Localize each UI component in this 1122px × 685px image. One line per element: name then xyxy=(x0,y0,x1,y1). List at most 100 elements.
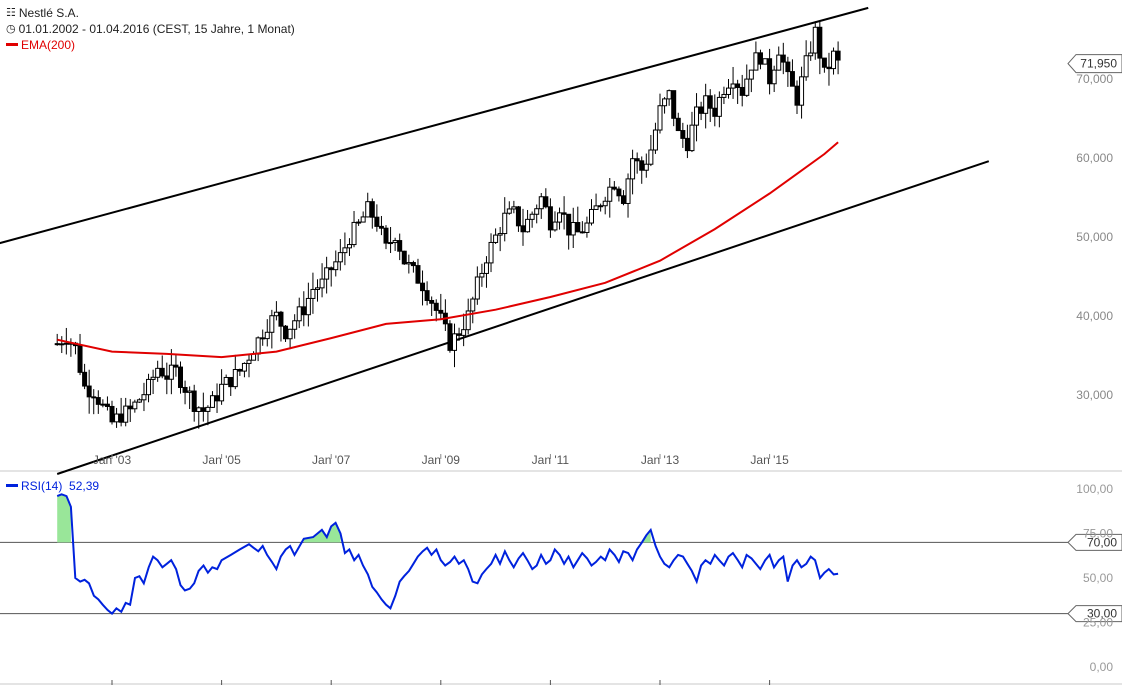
candle-body xyxy=(388,242,394,245)
rsi-y-tick-label: 50,00 xyxy=(1083,571,1113,585)
candle-body xyxy=(803,55,809,78)
legend-ema[interactable]: EMA(200) xyxy=(6,37,75,52)
candle-body xyxy=(447,323,453,351)
candle-body xyxy=(100,403,106,406)
candle-body xyxy=(461,329,467,336)
rsi-swatch xyxy=(6,484,18,488)
candle-body xyxy=(456,333,462,336)
candle-body xyxy=(634,158,640,162)
candle-body xyxy=(785,61,791,73)
candle-body xyxy=(703,95,709,114)
candle-body xyxy=(59,343,65,346)
candle-body xyxy=(584,222,590,233)
x-tick-label: Jan '05 xyxy=(202,453,241,467)
candle-body xyxy=(401,250,407,265)
candle-body xyxy=(86,385,92,398)
candle-body xyxy=(104,403,110,407)
x-tick-label: Jan '07 xyxy=(312,453,351,467)
candle-body xyxy=(141,394,147,401)
candle-body xyxy=(488,241,494,264)
candle-body xyxy=(397,240,403,252)
candle-body xyxy=(506,208,512,214)
x-tick-label: Jan '13 xyxy=(641,453,680,467)
legend-range: ◷ 01.01.2002 - 01.04.2016 (CEST, 15 Jahre… xyxy=(6,21,295,36)
candle-body xyxy=(301,306,307,316)
candle-body xyxy=(502,212,508,235)
candle-body xyxy=(753,52,759,71)
candle-body xyxy=(771,69,777,85)
candle-body xyxy=(529,213,535,220)
rsi-overbought-fill xyxy=(57,494,71,543)
candle-body xyxy=(378,225,384,229)
candle-body xyxy=(470,298,476,312)
rsi-value: 52,39 xyxy=(69,478,100,493)
candle-body xyxy=(808,52,814,57)
candle-body xyxy=(543,196,549,208)
candle-body xyxy=(744,78,750,96)
axes: Jan '03 Jan '05 Jan '07 Jan '09 Jan '11 Jan '… xyxy=(93,54,1122,685)
candle-body xyxy=(200,407,206,412)
x-tick-label: Jan '09 xyxy=(422,453,461,467)
candle-body xyxy=(538,196,544,210)
price-panel xyxy=(0,6,990,475)
candle-body xyxy=(182,386,188,393)
candle-body xyxy=(630,158,636,180)
candle-body xyxy=(438,309,444,314)
candle-body xyxy=(616,188,622,197)
last-price-label: 71,950 xyxy=(1080,57,1117,71)
candle-body xyxy=(219,383,225,402)
candle-body xyxy=(598,205,604,208)
candle-body xyxy=(652,129,658,151)
candle-body xyxy=(168,364,174,380)
candle-body xyxy=(831,50,837,70)
candle-body xyxy=(671,90,677,119)
candle-body xyxy=(223,376,229,385)
candle-body xyxy=(721,93,727,98)
candle-body xyxy=(178,366,183,388)
rsi-label: RSI(14) xyxy=(21,478,63,493)
candle-body xyxy=(557,212,563,223)
candle-body xyxy=(424,290,430,301)
candle-body xyxy=(63,342,69,345)
candle-body xyxy=(333,261,339,271)
candle-body xyxy=(639,160,645,171)
legend-rsi[interactable]: RSI(14) 52,39 xyxy=(6,478,99,493)
candle-body xyxy=(821,57,827,68)
candle-body xyxy=(114,413,120,423)
candle-body xyxy=(374,216,380,227)
candle-body xyxy=(748,69,754,80)
candle-body xyxy=(205,406,211,412)
candle-body xyxy=(497,233,503,236)
candle-body xyxy=(415,265,421,284)
candle-body xyxy=(173,364,179,368)
candle-body xyxy=(799,76,805,106)
candle-body xyxy=(132,401,138,410)
candle-body xyxy=(762,58,768,65)
rsi-y-tick-label: 25,00 xyxy=(1083,616,1113,630)
candle-body xyxy=(757,52,763,65)
x-tick-label: Jan '15 xyxy=(750,453,789,467)
candle-body xyxy=(515,206,521,227)
y-tick-label: 70,000 xyxy=(1076,72,1113,86)
candle-body xyxy=(452,333,457,351)
candle-body xyxy=(429,299,435,304)
rsi-threshold-label: 70,00 xyxy=(1087,535,1117,549)
candle-body xyxy=(534,208,540,215)
ema-label: EMA(200) xyxy=(21,37,76,52)
candle-body xyxy=(155,367,161,378)
candle-body xyxy=(643,163,649,171)
candle-body xyxy=(360,216,366,223)
rsi-threshold-box xyxy=(1067,605,1122,623)
candle-body xyxy=(511,206,517,210)
rsi-line xyxy=(56,493,839,616)
candle-body xyxy=(260,337,266,340)
candle-body xyxy=(817,26,823,59)
candle-body xyxy=(346,244,352,249)
candle-body xyxy=(351,221,357,246)
last-price-box xyxy=(1067,54,1122,74)
candle-body xyxy=(95,397,101,405)
candle-body xyxy=(255,337,261,355)
candle-body xyxy=(433,302,439,311)
candle-body xyxy=(127,405,133,410)
rsi-threshold-box xyxy=(1067,533,1122,551)
